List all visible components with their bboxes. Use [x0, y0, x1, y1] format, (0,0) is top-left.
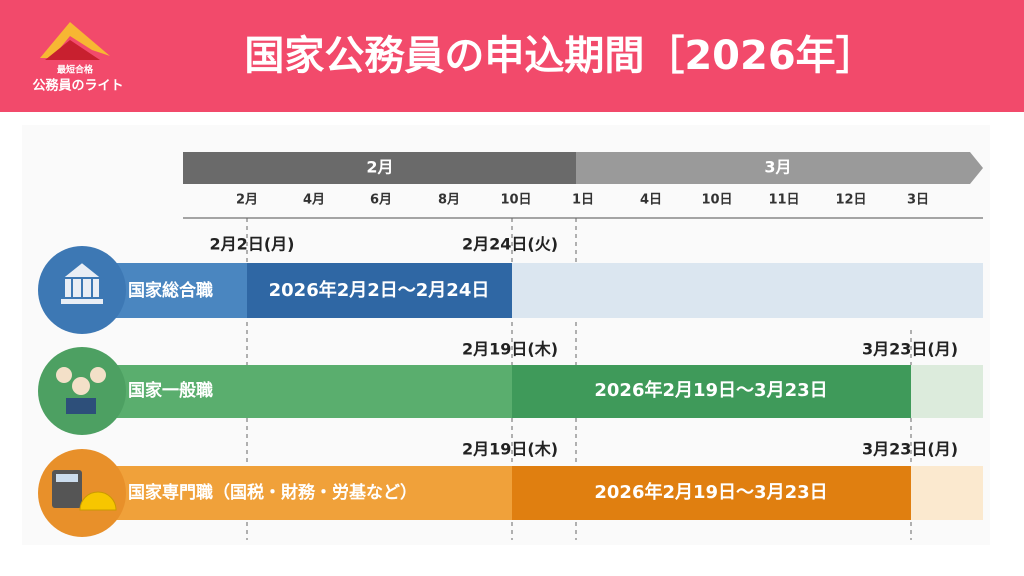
- header-bar: [0, 0, 1024, 112]
- logo-badge: 最短合格: [57, 64, 94, 76]
- tick-label: 10日: [701, 193, 732, 208]
- period-bar: [512, 365, 911, 418]
- tick-label: 12日: [835, 193, 866, 208]
- row-period: 2026年2月19日～3月23日: [594, 481, 827, 503]
- rest-bar: [911, 365, 983, 418]
- month-label: 2月: [366, 158, 393, 177]
- start-date: 2月19日(木): [462, 440, 558, 459]
- start-date: 2月19日(木): [462, 340, 558, 359]
- tick-label: 3日: [907, 193, 929, 208]
- tick-label: 8月: [438, 193, 460, 208]
- month-bar: [183, 152, 576, 184]
- rest-bar: [911, 466, 983, 520]
- row-name: 国家総合職: [128, 280, 213, 301]
- row-label-bar: [110, 263, 247, 318]
- row-period: 2026年2月2日～2月24日: [269, 279, 490, 301]
- page-title: 国家公務員の申込期間［2026年］: [244, 33, 875, 79]
- tick-label: 1日: [572, 193, 594, 208]
- row-label-bar: [110, 466, 512, 520]
- row-period: 2026年2月19日～3月23日: [594, 379, 827, 401]
- logo-roof: [40, 22, 110, 58]
- period-bar: [247, 263, 512, 318]
- row-label-bar: [110, 365, 512, 418]
- tools-icon: [52, 470, 117, 511]
- rest-bar: [512, 263, 983, 318]
- end-date: 2月24日(火): [462, 235, 558, 254]
- end-date: 3月23日(月): [862, 440, 958, 459]
- period-bar: [512, 466, 911, 520]
- logo-name: 公務員のライト: [32, 78, 123, 94]
- row-name: 国家一般職: [128, 380, 213, 401]
- month-label: 3月: [764, 158, 791, 177]
- end-date: 3月23日(月): [862, 340, 958, 359]
- month-bar: [576, 152, 983, 184]
- logo-roof-inner: [45, 40, 100, 60]
- tick-label: 4月: [303, 193, 325, 208]
- tick-label: 6月: [370, 193, 392, 208]
- tick-label: 2月: [236, 193, 258, 208]
- logo: 最短合格 公務員のライト: [32, 22, 124, 94]
- people-icon: [56, 367, 106, 414]
- row-name: 国家専門職（国税・財務・労基など）: [128, 482, 417, 503]
- tick-label: 4日: [640, 193, 662, 208]
- start-date: 2月2日(月): [210, 235, 295, 254]
- tick-label: 11日: [768, 193, 799, 208]
- building-icon: [59, 260, 105, 306]
- tick-label: 10日: [500, 193, 531, 208]
